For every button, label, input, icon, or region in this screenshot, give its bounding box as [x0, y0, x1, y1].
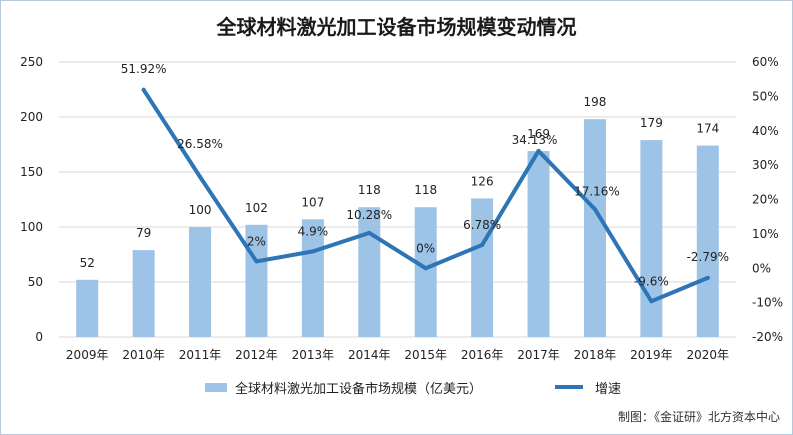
- y-left-tick-label: 200: [20, 110, 43, 124]
- y-right-tick-label: 60%: [752, 55, 779, 69]
- bar-value-label: 102: [245, 201, 268, 215]
- growth-value-label: 51.92%: [121, 62, 167, 76]
- left-axis: 0 50 100 150 200 250: [20, 55, 43, 344]
- bar: [583, 119, 606, 337]
- grid-layer: [59, 61, 736, 338]
- growth-point: [367, 230, 372, 235]
- x-tick-label: 2016年: [461, 348, 504, 362]
- bar-value-label: 118: [414, 183, 437, 197]
- bar: [696, 145, 719, 337]
- growth-point: [649, 299, 654, 304]
- bar: [414, 207, 437, 337]
- growth-value-label: 17.16%: [574, 184, 620, 198]
- growth-point: [254, 259, 259, 264]
- growth-value-label: 0%: [416, 241, 435, 255]
- growth-point: [310, 249, 315, 254]
- bar: [189, 227, 212, 337]
- growth-point: [141, 87, 146, 92]
- bar-value-label: 198: [584, 95, 607, 109]
- bar: [527, 151, 550, 337]
- y-left-tick-label: 50: [28, 275, 43, 289]
- bar-value-label: 126: [471, 174, 494, 188]
- line-label-group: 51.92% 26.58% 2% 4.9% 10.28% 0% 6.78% 34.13% 17.…: [121, 62, 729, 288]
- x-tick-label: 2018年: [574, 348, 617, 362]
- x-tick-label: 2019年: [630, 348, 673, 362]
- x-tick-label: 2017年: [517, 348, 560, 362]
- legend-item-bar: 全球材料激光加工设备市场规模（亿美元）: [205, 377, 482, 397]
- bar-value-label: 169: [527, 127, 550, 141]
- legend-swatch-bar: [205, 382, 227, 392]
- credit-text: 制图：《金证研》北方资本中心: [617, 410, 780, 424]
- y-right-tick-label: 0%: [752, 261, 771, 275]
- y-right-tick-label: 20%: [752, 193, 779, 207]
- y-left-tick-label: 250: [20, 55, 43, 69]
- chart-title: 全球材料激光加工设备市场规模变动情况: [216, 15, 577, 39]
- bar-value-label: 100: [189, 203, 212, 217]
- bar: [76, 279, 99, 337]
- growth-point: [198, 174, 203, 179]
- bar-value-label: 79: [136, 226, 151, 240]
- y-right-tick-label: 40%: [752, 124, 779, 138]
- y-right-tick-label: -20%: [752, 330, 783, 344]
- right-axis: -20% -10% 0% 10% 20% 30% 40% 50% 60%: [752, 55, 783, 344]
- x-tick-label: 2011年: [179, 348, 222, 362]
- growth-point: [536, 148, 541, 153]
- bar-value-label: 174: [696, 122, 719, 136]
- bar: [132, 250, 155, 337]
- y-left-tick-label: 150: [20, 165, 43, 179]
- y-right-tick-label: 10%: [752, 227, 779, 241]
- growth-point: [480, 242, 485, 247]
- growth-value-label: -9.6%: [634, 274, 669, 288]
- bar-value-label: 52: [80, 256, 95, 270]
- growth-value-label: 4.9%: [298, 224, 329, 238]
- bar: [358, 207, 381, 337]
- x-tick-label: 2009年: [66, 348, 109, 362]
- growth-value-label: 6.78%: [463, 218, 501, 232]
- bar-label-group: 52 79 100 102 107 118 118 126 169 198 179 174: [80, 95, 720, 270]
- bar-value-label: 118: [358, 183, 381, 197]
- x-tick-label: 2020年: [687, 348, 730, 362]
- y-right-tick-label: -10%: [752, 296, 783, 310]
- bar-series: [76, 119, 719, 337]
- legend-item-line: 增速: [555, 377, 621, 397]
- line-series: [141, 87, 710, 304]
- x-tick-label: 2013年: [292, 348, 335, 362]
- y-right-tick-label: 30%: [752, 158, 779, 172]
- x-tick-label: 2014年: [348, 348, 391, 362]
- growth-value-label: -2.79%: [687, 250, 729, 264]
- growth-point: [705, 275, 710, 280]
- chart-plot: 0 50 100 150 200 250 -20% -10% 0% 10% 20% 30% 40% 50…: [20, 55, 783, 362]
- growth-value-label: 2%: [247, 234, 266, 248]
- growth-value-label: 26.58%: [177, 137, 223, 151]
- x-tick-label: 2012年: [235, 348, 278, 362]
- bar-value-label: 107: [301, 195, 324, 209]
- growth-value-label: 10.28%: [346, 208, 392, 222]
- legend-swatch-line: [555, 385, 583, 389]
- x-axis: 2009年 2010年 2011年 2012年 2013年 2014年 2015年 2016年…: [66, 348, 729, 362]
- legend-label-line: 增速: [595, 381, 622, 397]
- y-left-tick-label: 100: [20, 220, 43, 234]
- x-tick-label: 2010年: [122, 348, 165, 362]
- legend-label-bar: 全球材料激光加工设备市场规模（亿美元）: [235, 381, 483, 397]
- growth-point: [592, 207, 597, 212]
- bar: [640, 140, 663, 337]
- bar-value-label: 179: [640, 116, 663, 130]
- growth-point: [423, 266, 428, 271]
- growth-value-label: 34.13%: [512, 133, 558, 147]
- y-left-tick-label: 0: [35, 330, 43, 344]
- legend: 全球材料激光加工设备市场规模（亿美元） 增速: [1, 377, 792, 397]
- x-tick-label: 2015年: [404, 348, 447, 362]
- y-right-tick-label: 50%: [752, 89, 779, 103]
